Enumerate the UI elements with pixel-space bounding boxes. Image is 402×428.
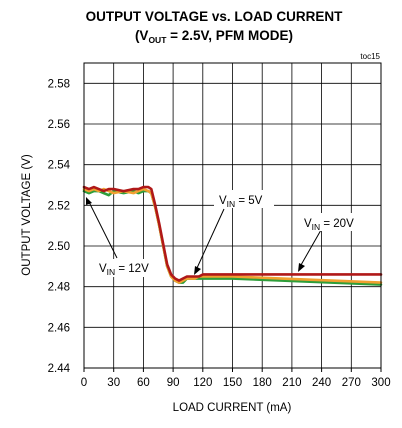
y-tick-label: 2.50 (48, 241, 70, 253)
chart-title-line2-sub: OUT (148, 35, 167, 45)
annotation-vin-12v-main: V (99, 263, 107, 275)
x-tick-label: 0 (81, 377, 87, 389)
annotation-vin-12v-box (92, 259, 160, 277)
annotation-vin-20v: VIN = 20V (298, 213, 366, 272)
chart-title-line2-suffix: = 2.5V, PFM MODE) (166, 28, 293, 43)
chart-title-line2: (VOUT = 2.5V, PFM MODE) (135, 28, 293, 45)
annotation-vin-5v-main: V (219, 195, 227, 207)
x-axis-label: LOAD CURRENT (mA) (173, 402, 292, 414)
y-tick-label: 2.48 (48, 282, 70, 294)
chart-title-line2-prefix: (V (135, 28, 149, 43)
annotations: VIN = 12V VIN = 5V VIN = 20V (86, 190, 366, 277)
x-tick-label: 300 (371, 377, 390, 389)
tick-labels: 0 30 60 90 120 150 180 210 240 270 300 2.44 2.46 2.48… (48, 78, 391, 389)
annotation-vin-5v-arrowhead (194, 266, 201, 275)
y-tick-label: 2.52 (48, 200, 70, 212)
annotation-vin-20v-arrow (300, 229, 322, 266)
annotation-vin-12v-suffix: = 12V (115, 263, 149, 275)
x-tick-label: 90 (167, 377, 180, 389)
annotation-vin-5v: VIN = 5V (194, 190, 274, 275)
y-tick-label: 2.54 (48, 160, 71, 172)
annotation-vin-20v-label: VIN = 20V (304, 218, 354, 232)
x-tick-label: 270 (342, 377, 361, 389)
annotation-vin-20v-arrowhead (298, 263, 305, 272)
chart-title-line1: OUTPUT VOLTAGE vs. LOAD CURRENT (86, 9, 344, 24)
figure-id: toc15 (360, 52, 380, 61)
annotation-vin-5v-sub: IN (227, 199, 236, 209)
annotation-vin-12v-arrow (88, 201, 118, 259)
annotation-vin-12v-label: VIN = 12V (99, 263, 149, 277)
annotation-vin-20v-box (300, 213, 366, 231)
x-tick-label: 180 (253, 377, 272, 389)
x-tick-label: 210 (282, 377, 301, 389)
y-tick-label: 2.44 (48, 363, 71, 375)
annotation-vin-12v: VIN = 12V (86, 197, 160, 277)
y-axis-label: OUTPUT VOLTAGE (V) (21, 154, 33, 276)
annotation-vin-20v-main: V (304, 218, 312, 230)
annotation-vin-20v-sub: IN (312, 222, 321, 232)
annotation-vin-12v-arrowhead (86, 197, 92, 205)
annotation-vin-20v-suffix: = 20V (320, 218, 354, 230)
annotation-vin-12v-sub: IN (107, 267, 116, 277)
annotation-vin-5v-label: VIN = 5V (219, 195, 263, 209)
x-tick-label: 60 (137, 377, 150, 389)
y-tick-label: 2.58 (48, 78, 70, 90)
y-tick-label: 2.46 (48, 322, 70, 334)
annotation-vin-5v-arrow (196, 208, 225, 269)
x-tick-label: 240 (312, 377, 331, 389)
series (82, 185, 383, 286)
x-tick-label: 30 (107, 377, 120, 389)
series-line-vin-20v (82, 185, 383, 282)
annotation-vin-5v-suffix: = 5V (235, 195, 263, 207)
x-tick-label: 150 (223, 377, 242, 389)
plot-frame (83, 62, 382, 369)
y-tick-label: 2.56 (48, 119, 70, 131)
x-tick-label: 120 (193, 377, 212, 389)
annotation-vin-5v-box (214, 190, 274, 208)
